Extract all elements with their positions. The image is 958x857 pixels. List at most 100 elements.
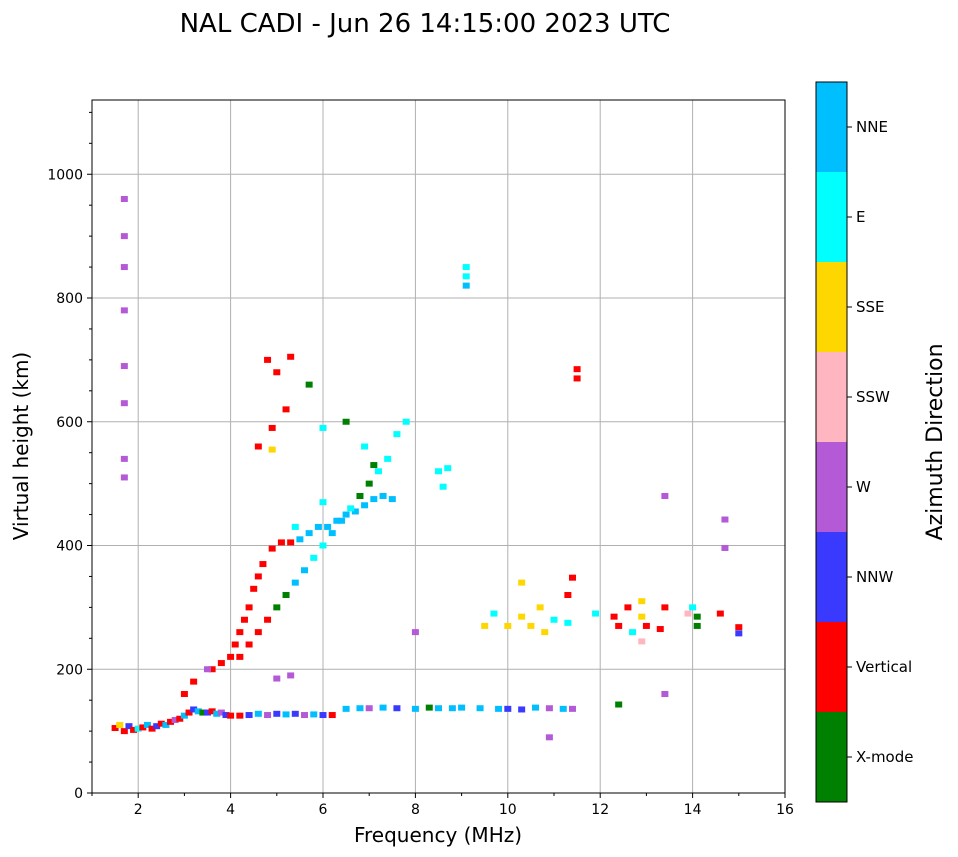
echo-point bbox=[111, 725, 119, 732]
echo-point bbox=[536, 604, 544, 611]
echo-point bbox=[610, 613, 618, 620]
echo-point bbox=[545, 705, 553, 712]
echo-point bbox=[120, 728, 128, 735]
echo-point bbox=[287, 672, 295, 679]
echo-point bbox=[213, 710, 221, 717]
echo-point bbox=[573, 375, 581, 382]
echo-point bbox=[240, 616, 248, 623]
colorbar-label: E bbox=[856, 208, 865, 226]
echo-point bbox=[592, 610, 600, 617]
echo-point bbox=[476, 705, 484, 712]
echo-point bbox=[495, 705, 503, 712]
echo-point bbox=[231, 641, 239, 648]
echo-point bbox=[342, 511, 350, 518]
echo-point bbox=[721, 544, 729, 551]
echo-point bbox=[254, 443, 262, 450]
echo-point bbox=[254, 710, 262, 717]
echo-point bbox=[444, 465, 452, 472]
echo-point bbox=[693, 622, 701, 629]
y-tick-label: 800 bbox=[56, 291, 83, 307]
colorbar-label: SSW bbox=[856, 388, 890, 406]
colorbar: X-mode Vertical NNW W SSW SSE E NNE bbox=[815, 81, 913, 803]
echo-point bbox=[573, 366, 581, 373]
colorbar-segment bbox=[816, 532, 847, 622]
echo-point bbox=[245, 604, 253, 611]
echo-point bbox=[120, 363, 128, 370]
echo-point bbox=[273, 710, 281, 717]
echo-point bbox=[481, 622, 489, 629]
echo-point bbox=[615, 622, 623, 629]
grid-lines bbox=[92, 100, 786, 794]
echo-point bbox=[268, 545, 276, 552]
echo-point bbox=[120, 264, 128, 271]
echo-point bbox=[314, 523, 322, 530]
echo-point bbox=[411, 705, 419, 712]
echo-point bbox=[388, 496, 396, 503]
y-tick-label: 200 bbox=[56, 662, 83, 678]
echo-point bbox=[301, 712, 309, 719]
echo-point bbox=[190, 678, 198, 685]
echo-point bbox=[176, 715, 184, 722]
echo-point bbox=[716, 610, 724, 617]
echo-point bbox=[180, 691, 188, 697]
x-axis-label: Frequency (MHz) bbox=[354, 823, 522, 847]
echo-point bbox=[204, 709, 211, 716]
echo-point bbox=[291, 523, 299, 530]
echo-point bbox=[351, 508, 359, 515]
echo-point bbox=[227, 712, 235, 719]
echo-point bbox=[319, 424, 327, 431]
echo-point bbox=[305, 381, 313, 388]
echo-point bbox=[268, 446, 276, 453]
echo-point bbox=[171, 716, 179, 723]
echo-point bbox=[143, 721, 151, 728]
echo-point bbox=[268, 424, 276, 431]
echo-point bbox=[245, 712, 253, 719]
colorbar-segment bbox=[816, 352, 847, 442]
echo-point bbox=[236, 712, 244, 719]
y-tick-label: 1000 bbox=[47, 167, 83, 183]
echo-point bbox=[217, 660, 225, 667]
echo-point bbox=[356, 705, 364, 712]
echo-point bbox=[532, 704, 540, 711]
echo-point bbox=[273, 604, 281, 611]
y-tick-label: 400 bbox=[56, 539, 83, 555]
echo-point bbox=[661, 691, 669, 697]
echo-point bbox=[254, 573, 262, 580]
echo-point bbox=[264, 356, 272, 363]
echo-point bbox=[559, 705, 567, 712]
echo-point bbox=[153, 723, 161, 730]
echo-point bbox=[402, 418, 410, 425]
echo-point bbox=[273, 675, 281, 682]
echo-point bbox=[527, 622, 535, 629]
chart-title: NAL CADI - Jun 26 14:15:00 2023 UTC bbox=[180, 9, 671, 39]
echo-point bbox=[661, 604, 669, 611]
echo-point bbox=[337, 517, 345, 524]
echo-point bbox=[148, 725, 156, 732]
colorbar-segment bbox=[816, 622, 847, 712]
colorbar-label: Vertical bbox=[856, 658, 912, 676]
echo-point bbox=[545, 734, 553, 741]
echo-point bbox=[236, 629, 244, 636]
echo-point bbox=[356, 493, 364, 499]
x-tick-label: 2 bbox=[134, 802, 143, 818]
echo-point bbox=[324, 523, 332, 530]
echo-point bbox=[439, 483, 447, 490]
echo-point bbox=[638, 638, 646, 645]
echo-point bbox=[319, 712, 327, 719]
echo-point bbox=[310, 554, 318, 561]
echo-point bbox=[134, 725, 142, 732]
echo-point bbox=[541, 629, 549, 636]
echo-point bbox=[305, 530, 313, 537]
axis-ticks: 2 4 6 8 10 12 14 16 0 200 400 600 800 1000 bbox=[47, 111, 794, 818]
echo-point bbox=[564, 619, 572, 626]
colorbar-segment bbox=[816, 82, 847, 172]
echo-point bbox=[689, 604, 697, 611]
echo-point bbox=[157, 720, 165, 727]
echo-point bbox=[518, 613, 526, 620]
echo-point bbox=[291, 710, 299, 717]
echo-point bbox=[139, 724, 147, 731]
echo-point bbox=[319, 542, 327, 549]
x-tick-label: 14 bbox=[684, 802, 702, 818]
echo-point bbox=[564, 592, 572, 598]
